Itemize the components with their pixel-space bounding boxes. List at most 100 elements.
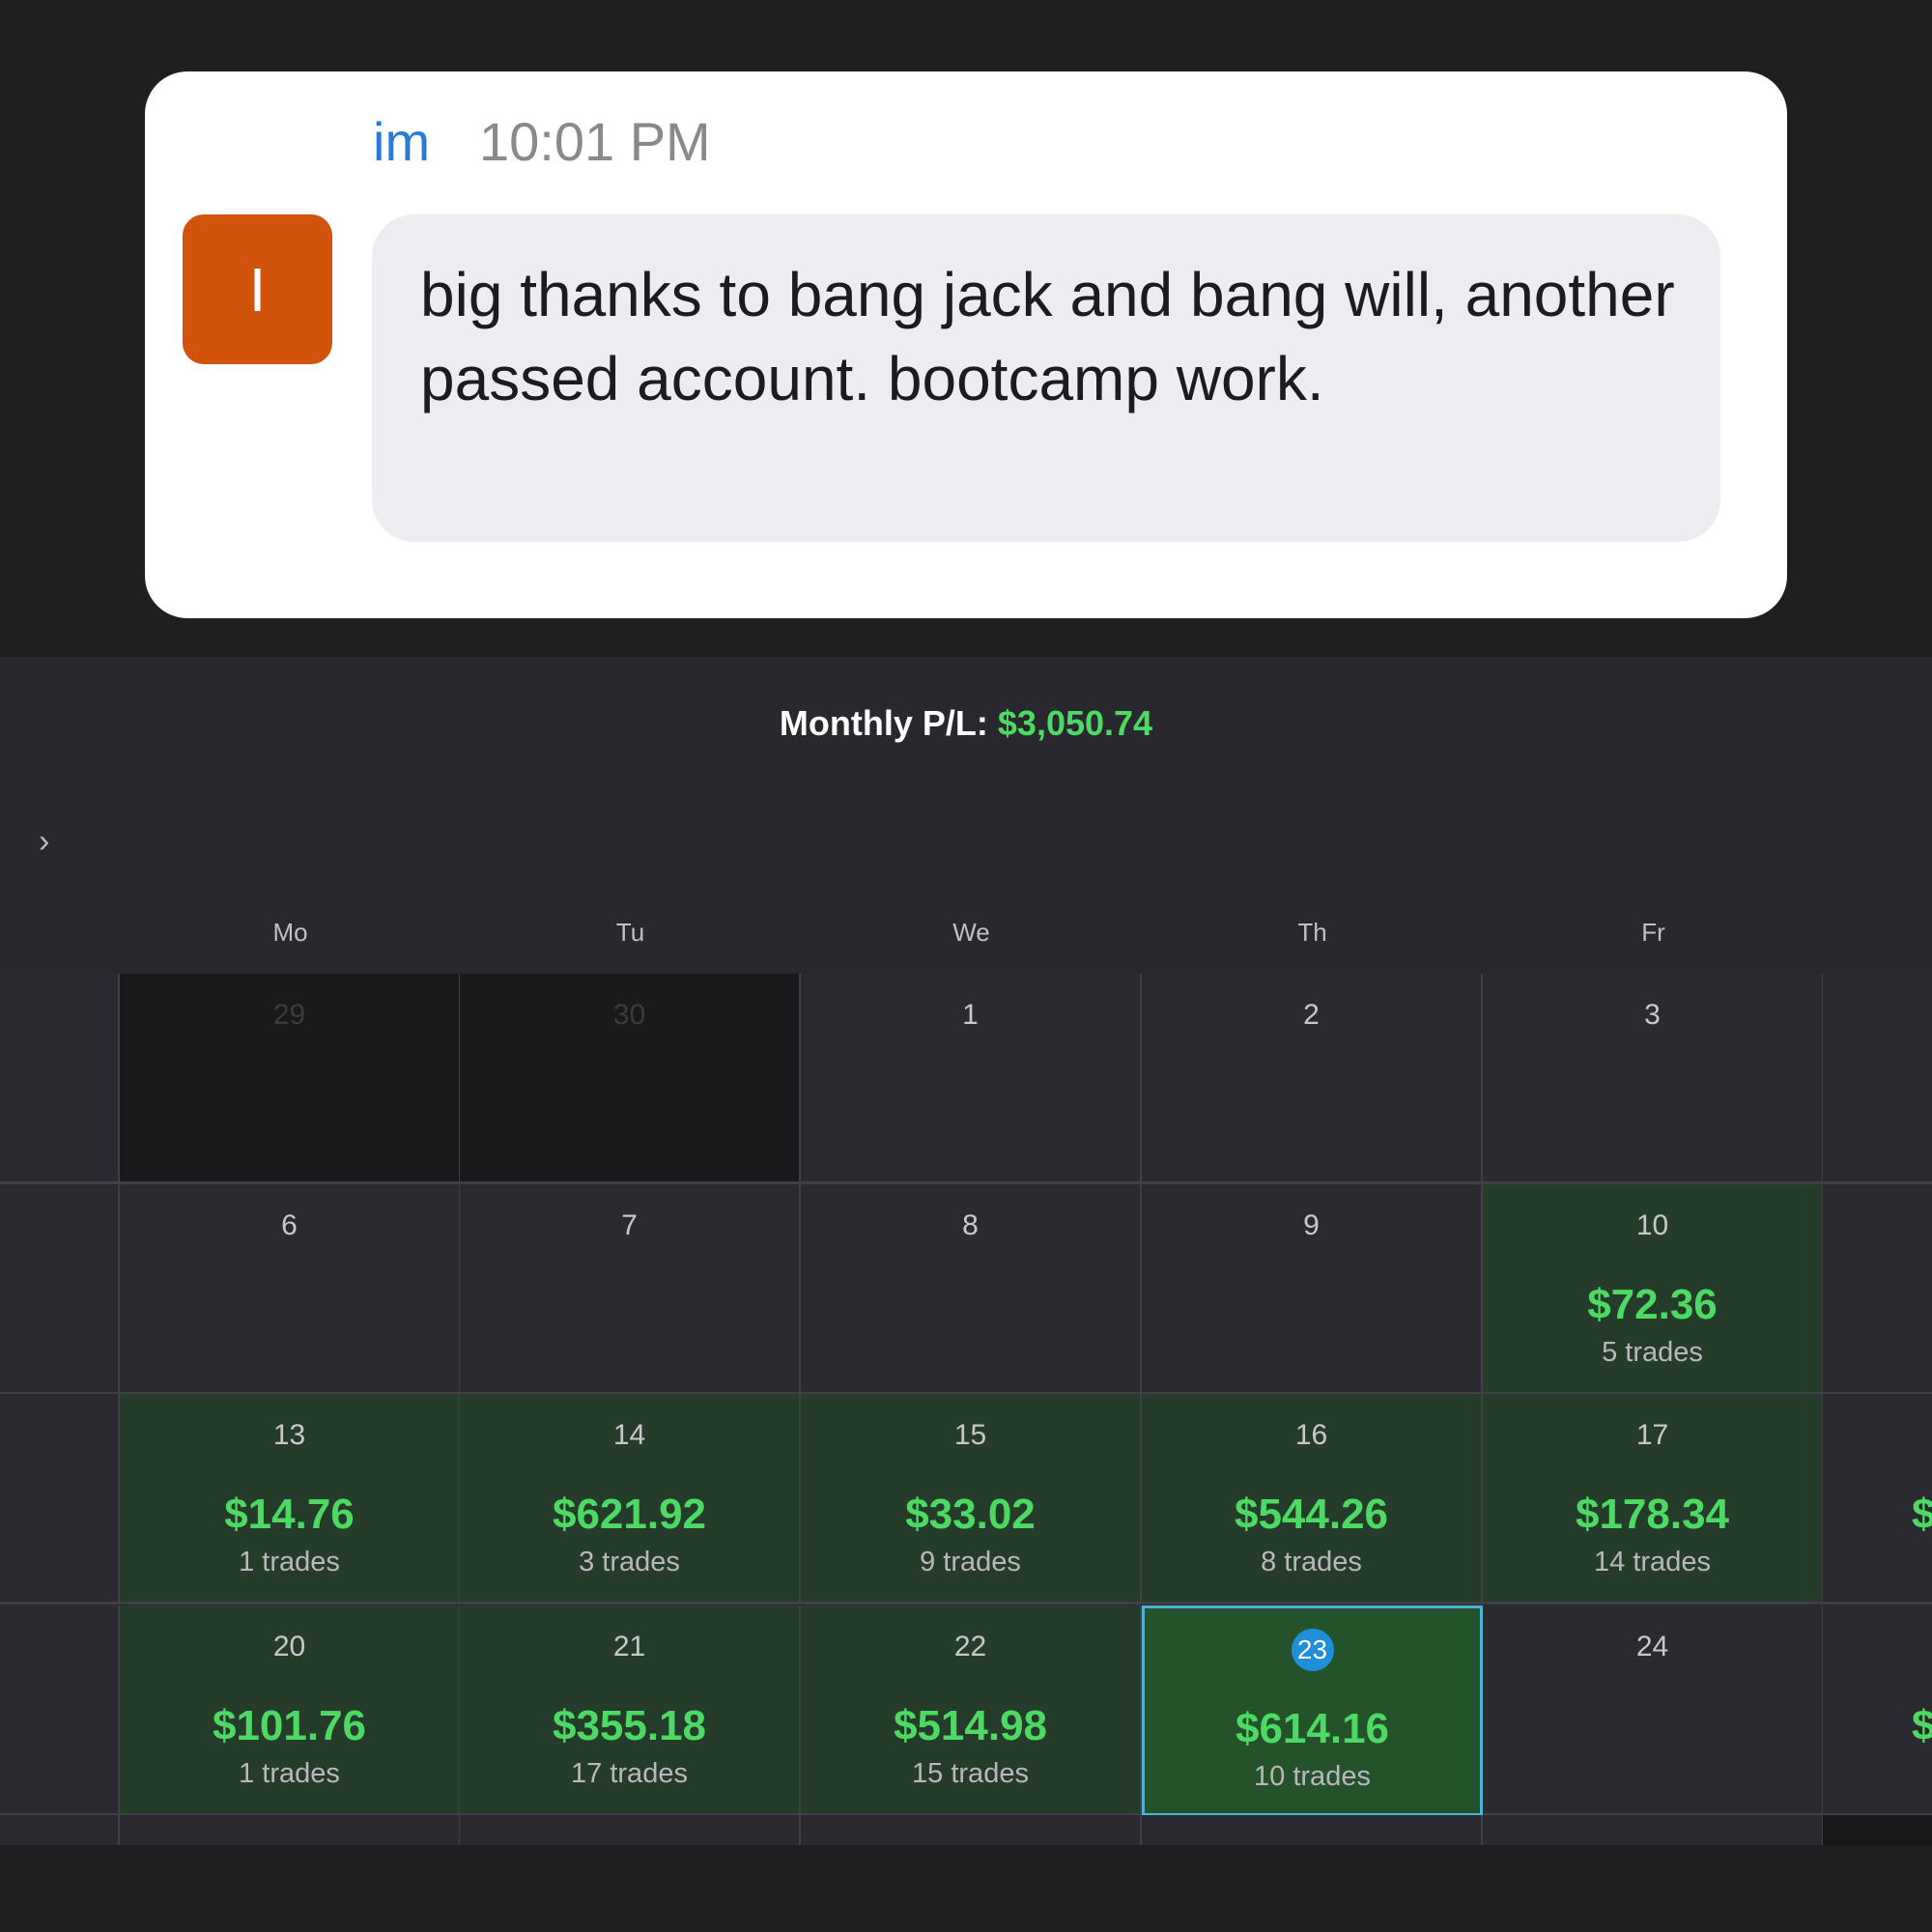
day-number: 17 <box>1483 1419 1822 1452</box>
calendar-day-cell[interactable]: 17 $178.34 14 trades <box>1483 1394 1824 1605</box>
day-trade-count: 9 trades <box>920 1547 1021 1577</box>
day-trade-count: 1 trades <box>239 1758 340 1789</box>
calendar-day-cell[interactable]: 13 $14.76 1 trades <box>120 1394 461 1605</box>
day-number: 3 <box>1483 999 1822 1032</box>
calendar-cell-partial-left[interactable] <box>0 1394 120 1605</box>
day-pnl: $101.76 <box>212 1702 367 1749</box>
calendar-cell-partial-right[interactable]: $ <box>1823 1394 1932 1605</box>
day-trade-count: 3 trades <box>579 1547 680 1577</box>
calendar-day-cell[interactable]: 3 <box>1483 974 1824 1184</box>
calendar-cell-partial-right[interactable] <box>1823 1184 1932 1395</box>
day-number: 24 <box>1483 1631 1822 1663</box>
day-pnl: $ <box>1912 1491 1932 1539</box>
day-pnl: $614.16 <box>1235 1705 1390 1752</box>
day-pnl: $544.26 <box>1234 1491 1389 1538</box>
calendar-day-cell[interactable]: 6 <box>120 1184 461 1395</box>
calendar-day-cell[interactable]: 24 <box>1483 1605 1824 1816</box>
day-number-text: 2 <box>1303 999 1320 1031</box>
calendar-cell-partial-right[interactable] <box>1823 974 1932 1184</box>
calendar-day-cell[interactable]: 22 $514.98 15 trades <box>801 1605 1142 1816</box>
day-number: 30 <box>460 999 799 1032</box>
day-number-text: 29 <box>272 999 306 1031</box>
calendar-day-cell[interactable]: 9 <box>1142 1184 1483 1395</box>
day-number: 8 <box>801 1209 1140 1242</box>
day-trade-count: 15 trades <box>912 1758 1029 1789</box>
calendar-day-cell[interactable]: 2 <box>1142 974 1483 1184</box>
day-number: 31 <box>1483 1840 1822 1845</box>
day-number: 7 <box>460 1209 799 1242</box>
message-timestamp: 10:01 PM <box>479 111 711 172</box>
avatar[interactable]: I <box>183 214 332 364</box>
day-number-text: 30 <box>1295 1840 1327 1845</box>
day-number-text: 30 <box>612 999 646 1031</box>
calendar-day-cell[interactable]: 1 <box>801 974 1142 1184</box>
day-number: 27 <box>120 1840 459 1845</box>
day-number-text: 9 <box>1303 1209 1320 1241</box>
day-number-text: 21 <box>612 1631 646 1662</box>
day-number: 14 <box>460 1419 799 1452</box>
calendar-day-cell[interactable]: 20 $101.76 1 trades <box>120 1605 461 1816</box>
calendar-cell-partial-left[interactable] <box>0 974 120 1184</box>
calendar-day-cell[interactable]: 27 <box>120 1815 461 1845</box>
calendar-day-cell[interactable]: 15 $33.02 9 trades <box>801 1394 1142 1605</box>
calendar-day-cell[interactable]: 30 <box>460 974 801 1184</box>
day-number: 29 <box>120 999 459 1032</box>
message-card: im 10:01 PM I big thanks to bang jack an… <box>145 71 1787 618</box>
calendar-cell-partial-left[interactable] <box>0 1815 120 1845</box>
weekday-header-tu: Tu <box>615 918 645 947</box>
day-pnl: $72.36 <box>1587 1281 1718 1328</box>
calendar-day-cell[interactable]: 31 <box>1483 1815 1824 1845</box>
sender-name[interactable]: im <box>373 111 431 172</box>
day-number-text: 14 <box>612 1419 646 1451</box>
day-pnl: $178.34 <box>1575 1491 1730 1538</box>
day-number: 13 <box>120 1419 459 1452</box>
monthly-pl-value: $3,050.74 <box>997 703 1153 743</box>
day-number-text: 3 <box>1644 999 1661 1031</box>
calendar-day-cell[interactable]: 29 <box>801 1815 1142 1845</box>
day-pnl: $355.18 <box>552 1702 707 1749</box>
day-number-text: 29 <box>954 1840 986 1845</box>
day-pnl: $33.02 <box>905 1491 1036 1538</box>
calendar-day-cell[interactable]: 28 <box>460 1815 801 1845</box>
calendar-day-cell[interactable]: 10 $72.36 5 trades <box>1483 1184 1824 1395</box>
day-number-text: 10 <box>1635 1209 1669 1241</box>
calendar-day-cell[interactable]: 29 <box>120 974 461 1184</box>
calendar-day-cell[interactable]: 14 $621.92 3 trades <box>460 1394 801 1605</box>
calendar-day-cell[interactable]: 7 <box>460 1184 801 1395</box>
weekday-header-fr: Fr <box>1641 918 1665 947</box>
day-number: 2 <box>1142 999 1481 1032</box>
weekday-header-we: We <box>952 918 990 947</box>
calendar-day-cell[interactable]: 21 $355.18 17 trades <box>460 1605 801 1816</box>
day-trade-count: 1 trades <box>239 1547 340 1577</box>
calendar-cell-partial-left[interactable] <box>0 1184 120 1395</box>
message-bubble: big thanks to bang jack and bang will, a… <box>372 214 1720 542</box>
day-number: 20 <box>120 1631 459 1663</box>
day-number-text: 17 <box>1635 1419 1669 1451</box>
day-number-text: 20 <box>272 1631 306 1662</box>
day-trade-count: 5 trades <box>1602 1337 1703 1368</box>
day-trade-count: 8 trades <box>1261 1547 1362 1577</box>
day-number-text: 27 <box>273 1840 305 1845</box>
calendar-day-cell[interactable]: 16 $544.26 8 trades <box>1142 1394 1483 1605</box>
calendar-day-cell[interactable]: 30 <box>1142 1815 1483 1845</box>
calendar-day-cell[interactable]: 23 $614.16 10 trades <box>1142 1605 1483 1816</box>
day-trade-count: 10 trades <box>1254 1761 1371 1792</box>
day-number: 16 <box>1142 1419 1481 1452</box>
day-number: 29 <box>801 1840 1140 1845</box>
day-number: 9 <box>1142 1209 1481 1242</box>
day-number: 6 <box>120 1209 459 1242</box>
day-pnl: $ <box>1912 1702 1932 1750</box>
day-number-text: 16 <box>1294 1419 1328 1451</box>
day-number: 10 <box>1483 1209 1822 1242</box>
calendar-cell-partial-right[interactable] <box>1823 1815 1932 1845</box>
day-number-text: 28 <box>613 1840 645 1845</box>
chevron-right-icon[interactable]: › <box>39 823 50 860</box>
day-pnl: $14.76 <box>224 1491 355 1538</box>
day-number-text: 1 <box>962 999 979 1031</box>
day-number-text: 6 <box>281 1209 298 1241</box>
calendar-cell-partial-left[interactable] <box>0 1605 120 1816</box>
calendar-day-cell[interactable]: 8 <box>801 1184 1142 1395</box>
calendar-cell-partial-right[interactable]: $ <box>1823 1605 1932 1816</box>
day-number: 23 <box>1145 1629 1480 1671</box>
day-number: 21 <box>460 1631 799 1663</box>
